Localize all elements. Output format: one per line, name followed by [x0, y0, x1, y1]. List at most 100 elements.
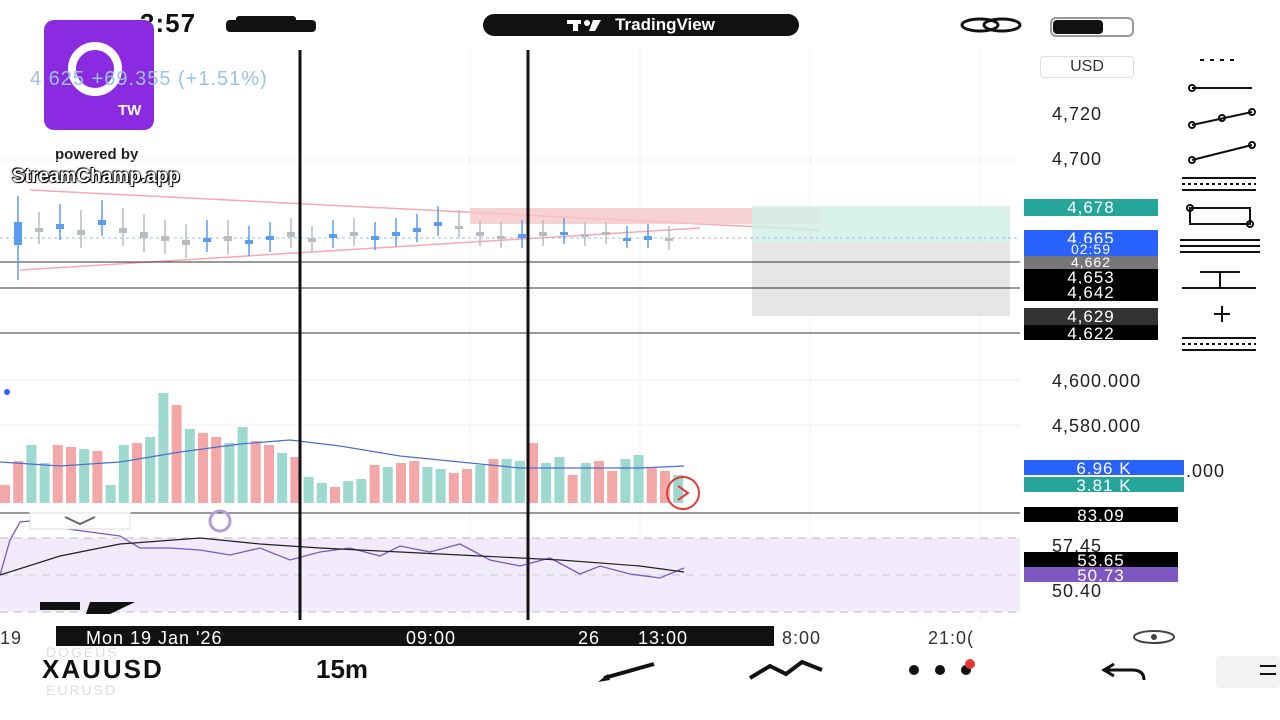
- pencil-icon[interactable]: [596, 656, 666, 684]
- candle-body: [623, 238, 631, 241]
- logo-badge: TW: [118, 102, 142, 119]
- time-axis-label: 13:00: [638, 628, 689, 648]
- candle-body: [602, 232, 610, 235]
- candle-body: [644, 236, 652, 240]
- volume-bar: [26, 445, 37, 503]
- candle-body: [560, 232, 568, 235]
- candle-body: [245, 240, 253, 244]
- stop-zone: [752, 242, 1010, 316]
- layout-menu-icon[interactable]: [1216, 656, 1280, 688]
- undo-icon[interactable]: [1100, 658, 1150, 682]
- candle-body: [518, 234, 526, 238]
- price-range-tool-icon: [1214, 306, 1230, 322]
- candle-body: [287, 232, 295, 237]
- volume-bar: [39, 463, 50, 503]
- volume-bar: [369, 465, 380, 503]
- volume-bar: [343, 481, 354, 503]
- logo-ring-icon: [68, 42, 122, 96]
- volume-bar: [158, 393, 169, 503]
- timeframe-button[interactable]: 15m: [316, 654, 369, 684]
- candle-body: [476, 232, 484, 236]
- candle-body: [77, 230, 85, 235]
- volume-bar: [409, 461, 420, 503]
- candle-body: [266, 236, 274, 240]
- more-options-icon[interactable]: [900, 658, 984, 682]
- candle-body: [455, 226, 463, 229]
- volume-bar: [580, 463, 591, 503]
- volume-bar: [488, 459, 499, 503]
- volume-bar: [620, 459, 631, 503]
- currency-button[interactable]: USD: [1040, 56, 1134, 78]
- volume-bar: [92, 451, 103, 503]
- battery-icon: [1050, 17, 1134, 37]
- candle-body: [35, 228, 43, 232]
- candle-body: [350, 232, 358, 236]
- candle-body: [665, 238, 673, 241]
- volume-bar: [118, 445, 129, 503]
- candle-body: [308, 238, 316, 242]
- powered-by-label: powered by: [55, 146, 139, 163]
- rsi-axis-label: 50.40: [1052, 581, 1103, 601]
- link-icon: [960, 17, 1022, 33]
- car-icon: [226, 16, 316, 32]
- candle-body: [140, 232, 148, 238]
- rsi-tag: 53.65: [1024, 552, 1178, 569]
- candle-body: [224, 236, 232, 241]
- volume-bar: [462, 469, 472, 503]
- tv-watermark-icon: [40, 602, 80, 610]
- candle-body: [371, 236, 379, 240]
- settings-eye-icon[interactable]: [1130, 628, 1178, 646]
- volume-bar: [13, 461, 24, 503]
- grid-lines: [0, 50, 1020, 620]
- candle-body: [329, 234, 337, 238]
- price-tag: 4,622: [1024, 325, 1158, 342]
- chevron-down-icon: [64, 516, 96, 526]
- price-tag: 4,662: [1024, 255, 1158, 269]
- volume-bar: [528, 443, 538, 503]
- alert-badge-icon: [666, 476, 700, 510]
- volume-bar: [541, 463, 552, 503]
- indicators-icon[interactable]: [746, 656, 826, 684]
- rsi-ma-line: [0, 537, 685, 576]
- ghost-symbol: EURUSD: [46, 682, 118, 698]
- resistance-zone: [470, 208, 820, 224]
- candle-body: [581, 234, 589, 237]
- parallel-channel-tool-icon: [1180, 239, 1260, 253]
- price-tag: 4,629: [1024, 308, 1158, 325]
- tradingview-logo-icon: [567, 20, 602, 31]
- volume-bar: [475, 465, 486, 503]
- volume-bar: [594, 461, 604, 503]
- candles: [14, 196, 673, 280]
- volume-bar: [79, 449, 90, 503]
- candle-body: [539, 232, 547, 236]
- price-tag: 4,665: [1024, 230, 1158, 247]
- rectangle-tool-icon: [1186, 204, 1254, 228]
- rsi-axis-label: 57.45: [1052, 536, 1103, 556]
- volume-tag: 3.81 K: [1024, 477, 1184, 494]
- volume-bar: [448, 473, 459, 503]
- volume-bar: [554, 457, 565, 503]
- tradingview-label: TradingView: [615, 15, 715, 34]
- candle-body: [434, 222, 442, 226]
- volume-bar: [264, 445, 274, 503]
- ghost-symbol: DOGEUS: [46, 644, 119, 660]
- sync-icon: [208, 509, 232, 533]
- volume-bar: [316, 483, 327, 503]
- candle-body: [98, 220, 106, 225]
- volume-bar: [422, 467, 433, 503]
- volume-bar: [237, 427, 248, 503]
- price-change-readout: 4 625 +69.355 (+1.51%): [30, 68, 268, 90]
- collapse-pane-button: [29, 512, 131, 530]
- volume-bar: [132, 443, 142, 503]
- candle-body: [119, 228, 127, 233]
- brand-label: StreamChamp.app: [12, 166, 180, 187]
- countdown-tag: 02:59: [1024, 242, 1158, 256]
- rsi-tag: 83.09: [1024, 507, 1178, 524]
- volume-tag: 6.96 K: [1024, 460, 1184, 477]
- rsi-tag: 50.73: [1024, 567, 1178, 584]
- volume-bar: [673, 475, 684, 503]
- symbol-button[interactable]: XAUUSD: [42, 654, 164, 684]
- time-axis-label: 8:00: [782, 628, 822, 648]
- candle-body: [161, 236, 169, 241]
